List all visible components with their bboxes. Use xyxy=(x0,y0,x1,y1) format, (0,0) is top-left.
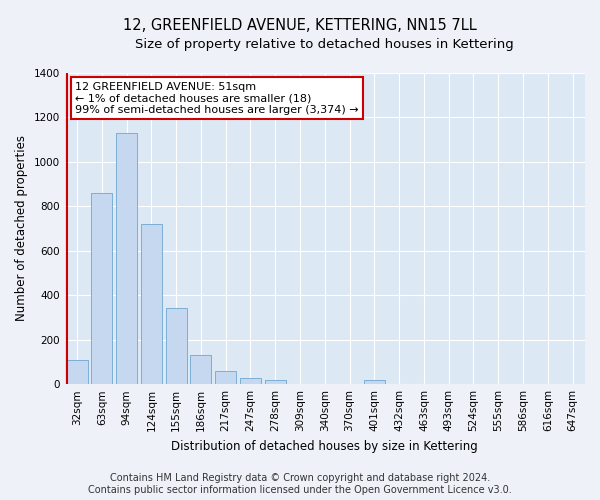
Text: 12, GREENFIELD AVENUE, KETTERING, NN15 7LL: 12, GREENFIELD AVENUE, KETTERING, NN15 7… xyxy=(123,18,477,32)
Bar xyxy=(215,371,236,384)
Bar xyxy=(240,378,261,384)
Title: Size of property relative to detached houses in Kettering: Size of property relative to detached ho… xyxy=(136,38,514,51)
Text: 12 GREENFIELD AVENUE: 51sqm
← 1% of detached houses are smaller (18)
99% of semi: 12 GREENFIELD AVENUE: 51sqm ← 1% of deta… xyxy=(75,82,359,115)
Bar xyxy=(141,224,162,384)
Bar xyxy=(265,380,286,384)
Bar xyxy=(67,360,88,384)
Y-axis label: Number of detached properties: Number of detached properties xyxy=(15,136,28,322)
Bar xyxy=(116,132,137,384)
X-axis label: Distribution of detached houses by size in Kettering: Distribution of detached houses by size … xyxy=(172,440,478,452)
Bar xyxy=(364,380,385,384)
Text: Contains HM Land Registry data © Crown copyright and database right 2024.
Contai: Contains HM Land Registry data © Crown c… xyxy=(88,474,512,495)
Bar xyxy=(190,355,211,384)
Bar xyxy=(166,308,187,384)
Bar xyxy=(91,192,112,384)
